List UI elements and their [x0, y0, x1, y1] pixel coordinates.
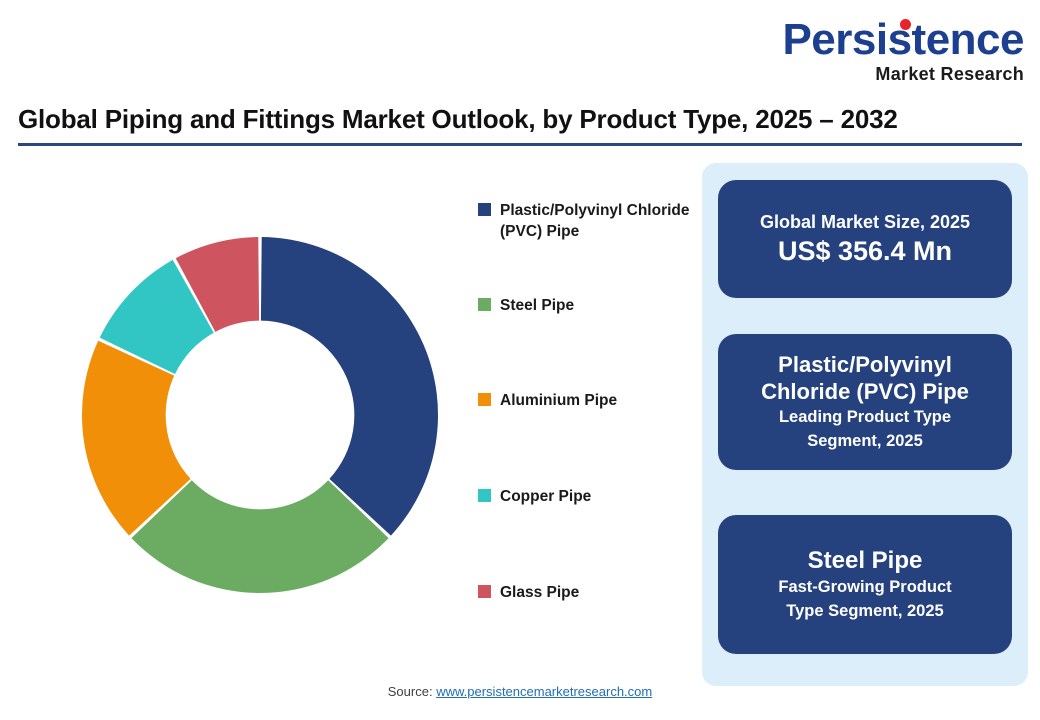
legend-item-glass-pipe[interactable]: Glass Pipe — [478, 582, 579, 603]
market-size-label: Global Market Size, 2025 — [759, 211, 971, 232]
legend-label: Aluminium Pipe — [500, 392, 618, 409]
donut-slice[interactable] — [81, 340, 191, 536]
title-divider — [18, 143, 1022, 146]
page-title: Global Piping and Fittings Market Outloo… — [18, 104, 898, 134]
leading-segment-caption-line2: Segment, 2025 — [807, 431, 923, 450]
page-title-block: Global Piping and Fittings Market Outloo… — [18, 104, 1022, 146]
legend-item-steel-pipe[interactable]: Steel Pipe — [478, 295, 574, 316]
legend-label: Plastic/Polyvinyl Chloride (PVC) Pipe — [500, 202, 690, 241]
fastest-segment-name: Steel Pipe — [807, 546, 923, 574]
legend-swatch-icon — [478, 203, 491, 216]
chart-legend: Plastic/Polyvinyl Chloride (PVC) Pipe St… — [478, 190, 693, 610]
donut-slice[interactable] — [131, 480, 389, 593]
legend-swatch-icon — [478, 489, 491, 502]
source-label: Source: — [387, 684, 433, 699]
legend-item-pvc-pipe[interactable]: Plastic/Polyvinyl Chloride (PVC) Pipe — [478, 200, 693, 243]
source-link[interactable]: www.persistencemarketresearch.com — [436, 684, 653, 699]
logo-dot-icon — [900, 19, 912, 30]
leading-segment-name-line2: Chloride (PVC) Pipe — [761, 378, 969, 404]
legend-item-aluminium-pipe[interactable]: Aluminium Pipe — [478, 390, 617, 411]
highlights-panel: Global Market Size, 2025 US$ 356.4 Mn Pl… — [702, 163, 1028, 686]
market-size-value: US$ 356.4 Mn — [777, 236, 953, 267]
donut-chart — [60, 215, 460, 615]
legend-swatch-icon — [478, 393, 491, 406]
logo-tagline: Market Research — [875, 64, 1024, 84]
legend-label: Steel Pipe — [500, 297, 575, 314]
card-leading-segment: Plastic/Polyvinyl Chloride (PVC) Pipe Le… — [718, 334, 1012, 470]
leading-segment-name-line1: Plastic/Polyvinyl — [778, 351, 952, 377]
brand-logo: Persistence Market Research — [782, 18, 1024, 84]
fastest-segment-caption-line1: Fast-Growing Product — [778, 578, 952, 597]
legend-label: Copper Pipe — [500, 488, 592, 505]
fastest-segment-caption-line2: Type Segment, 2025 — [786, 601, 944, 620]
card-global-market-size: Global Market Size, 2025 US$ 356.4 Mn — [718, 180, 1012, 298]
logo-wordmark: Persistence — [782, 18, 1024, 62]
legend-swatch-icon — [478, 298, 491, 311]
donut-chart-svg — [81, 237, 438, 593]
card-fastest-growing-segment: Steel Pipe Fast-Growing Product Type Seg… — [718, 515, 1012, 654]
legend-label: Glass Pipe — [500, 584, 580, 601]
donut-slice[interactable] — [99, 259, 214, 375]
legend-item-copper-pipe[interactable]: Copper Pipe — [478, 486, 591, 507]
leading-segment-caption-line1: Leading Product Type — [778, 408, 952, 427]
legend-swatch-icon — [478, 585, 491, 598]
donut-slice[interactable] — [260, 237, 438, 536]
donut-slice[interactable] — [175, 237, 260, 332]
source-line: Source: www.persistencemarketresearch.co… — [0, 684, 1040, 699]
